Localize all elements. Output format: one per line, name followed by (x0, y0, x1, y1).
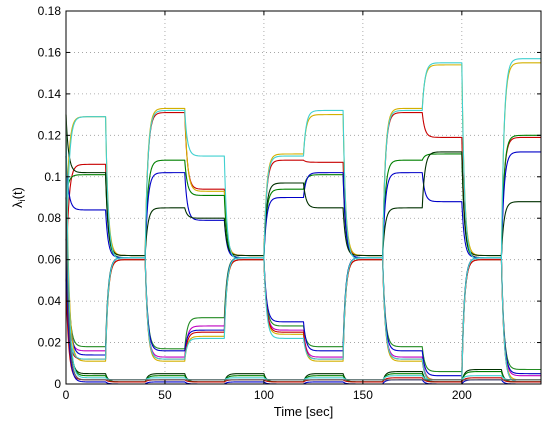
series-line (65, 238, 541, 383)
series-line (65, 156, 541, 383)
y-tick-label: 0 (54, 377, 61, 391)
series-line (65, 238, 541, 385)
series-line (65, 197, 541, 373)
x-tick-label: 0 (63, 388, 70, 402)
y-tick-label: 0.1 (44, 170, 61, 184)
y-tick-label: 0.08 (38, 211, 62, 225)
series-line (65, 151, 541, 259)
series-line (65, 62, 541, 257)
x-tick-label: 200 (452, 388, 472, 402)
series-line (65, 114, 541, 257)
y-tick-label: 0.06 (38, 253, 62, 267)
y-tick-label: 0.14 (38, 87, 62, 101)
axis-ticks: 0 50 100 150 200 0 0.02 0.04 0.06 0.08 0.1 0.12 0.14… (38, 4, 541, 402)
series-line (65, 197, 541, 383)
series-line (65, 259, 541, 383)
series-line (65, 197, 541, 381)
y-axis-label-main: λ (10, 201, 25, 208)
y-tick-label: 0.12 (38, 128, 62, 142)
y-tick-label: 0.18 (38, 4, 62, 18)
x-tick-label: 50 (158, 388, 172, 402)
x-axis-label: Time [sec] (274, 404, 333, 419)
y-tick-label: 0.16 (38, 45, 62, 59)
y-axis-label-sub: i (17, 199, 27, 201)
y-axis-label-tail: (t) (10, 187, 25, 199)
y-axis-label: λi(t) (10, 187, 27, 208)
x-tick-label: 150 (353, 388, 373, 402)
y-tick-label: 0.02 (38, 336, 62, 350)
plot-frame (65, 10, 542, 385)
series-group (65, 58, 541, 385)
x-tick-label: 100 (254, 388, 274, 402)
y-tick-label: 0.04 (38, 294, 62, 308)
